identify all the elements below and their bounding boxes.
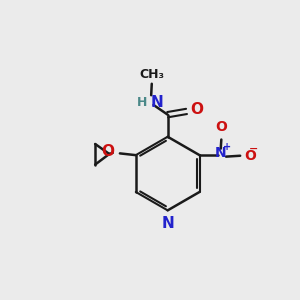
- Text: N: N: [161, 216, 174, 231]
- Text: N: N: [151, 95, 163, 110]
- Text: O: O: [215, 120, 227, 134]
- Text: N: N: [215, 146, 226, 161]
- Text: O: O: [190, 102, 204, 117]
- Text: CH₃: CH₃: [139, 68, 164, 80]
- Text: +: +: [223, 142, 231, 152]
- Text: H: H: [137, 96, 147, 109]
- Text: −: −: [249, 144, 259, 154]
- Text: O: O: [102, 144, 115, 159]
- Text: O: O: [244, 149, 256, 163]
